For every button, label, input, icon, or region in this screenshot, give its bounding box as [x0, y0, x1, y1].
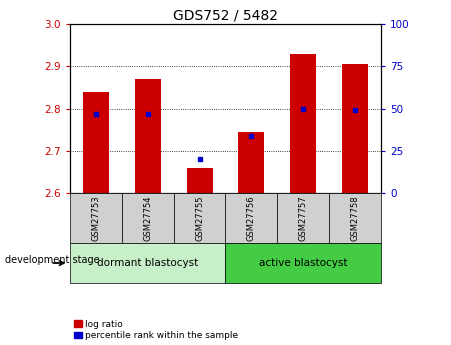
Title: GDS752 / 5482: GDS752 / 5482 [173, 9, 278, 23]
Bar [226, 243, 381, 283]
Text: dormant blastocyst: dormant blastocyst [97, 258, 198, 268]
Bar [226, 193, 277, 243]
Text: GSM27756: GSM27756 [247, 195, 256, 241]
Bar [70, 243, 226, 283]
Bar [174, 193, 226, 243]
Text: GSM27755: GSM27755 [195, 196, 204, 241]
Bar [239, 132, 264, 193]
Bar [83, 92, 109, 193]
Text: GSM27758: GSM27758 [351, 195, 359, 241]
Bar [342, 64, 368, 193]
Bar [290, 54, 316, 193]
Text: GSM27754: GSM27754 [143, 196, 152, 241]
Bar [329, 193, 381, 243]
Bar [277, 193, 329, 243]
Text: GSM27753: GSM27753 [92, 195, 100, 241]
Legend: log ratio, percentile rank within the sample: log ratio, percentile rank within the sa… [74, 320, 239, 341]
Bar [122, 193, 174, 243]
Bar [135, 79, 161, 193]
Text: development stage: development stage [5, 255, 99, 265]
Text: GSM27757: GSM27757 [299, 195, 308, 241]
Bar [187, 168, 212, 193]
Text: active blastocyst: active blastocyst [259, 258, 348, 268]
Bar [70, 193, 122, 243]
